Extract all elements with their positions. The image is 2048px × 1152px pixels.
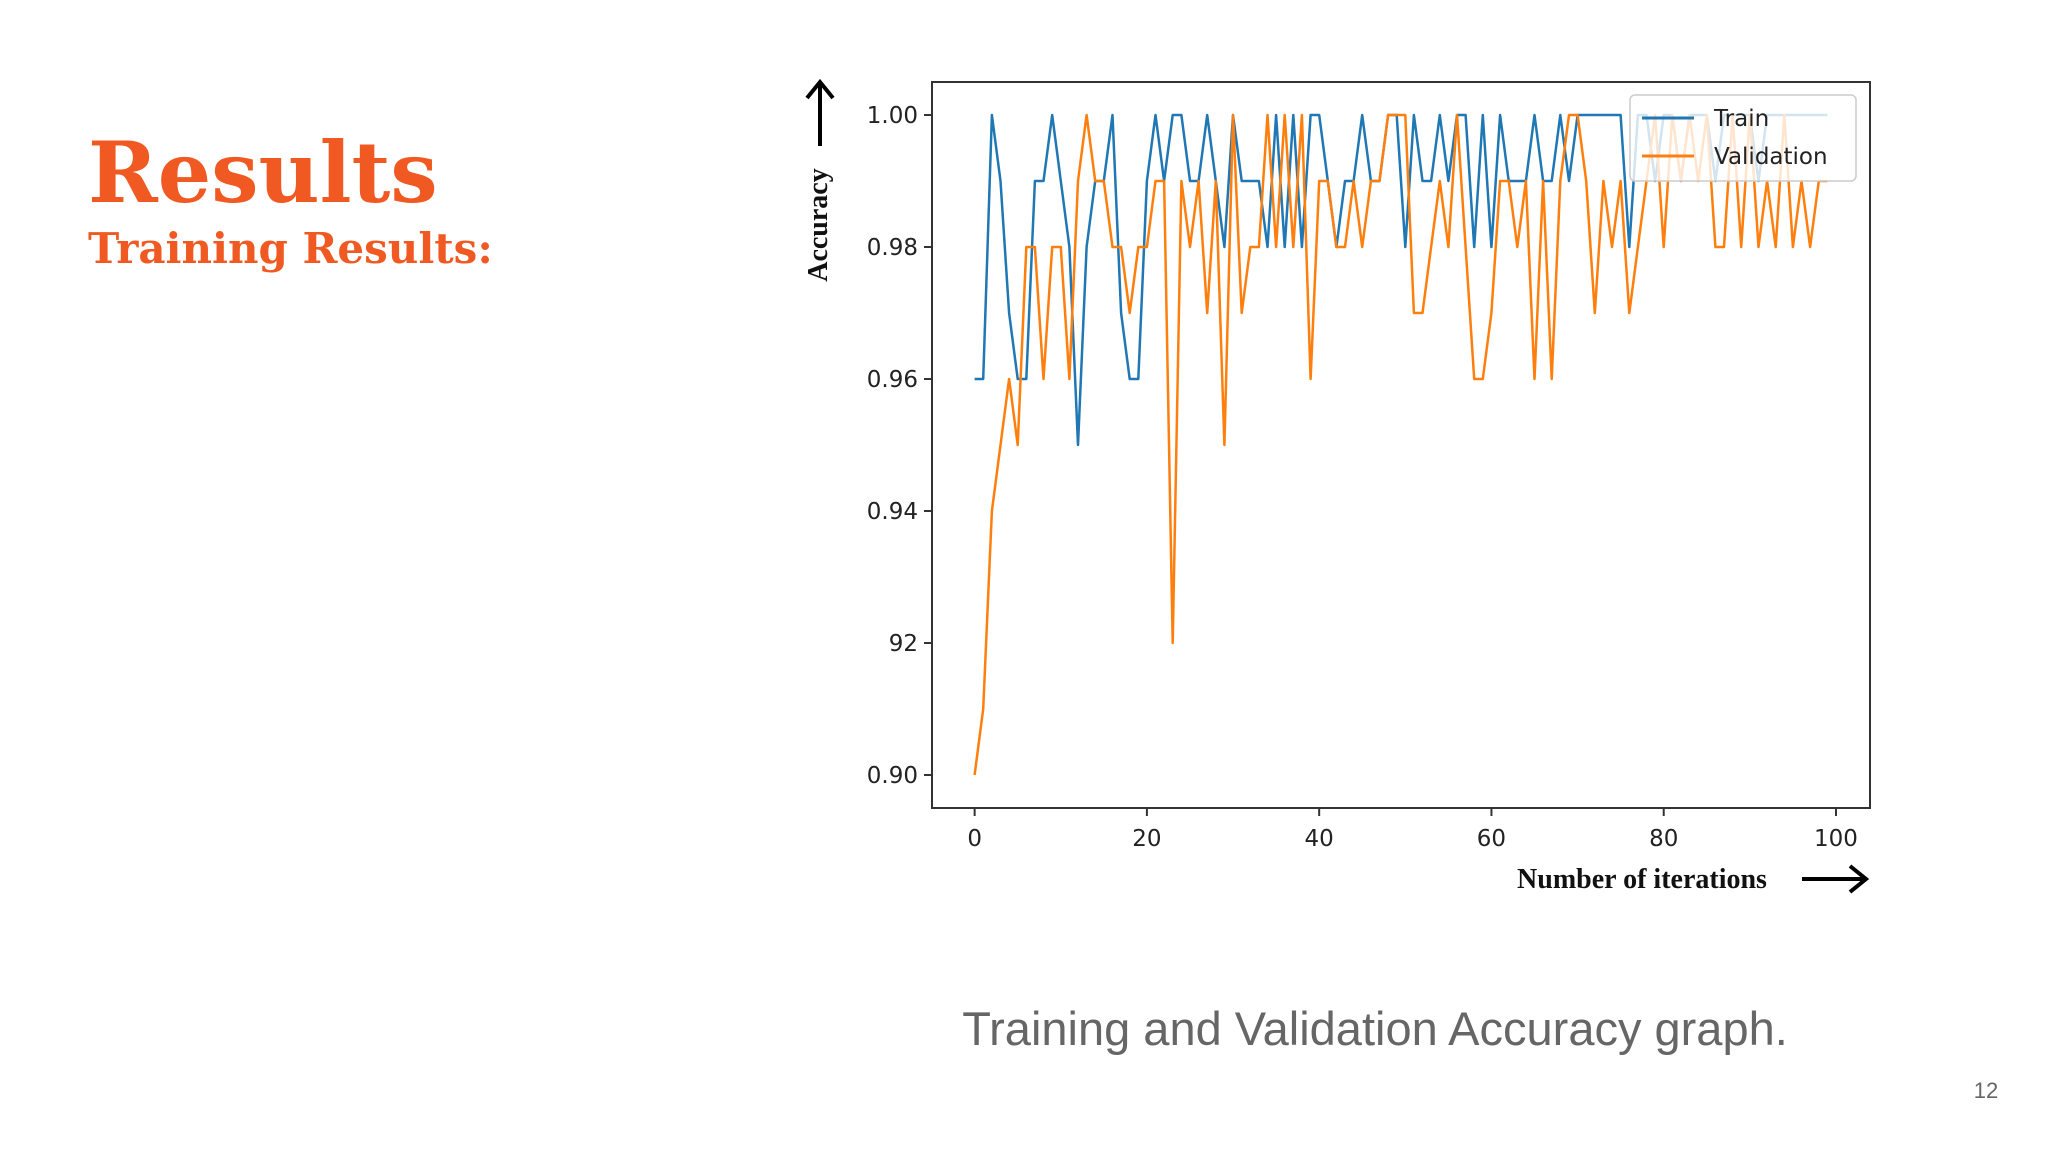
y-tick-label: 0.90 [867, 763, 918, 789]
x-tick-label: 100 [1814, 826, 1858, 852]
x-axis-label: Number of iterations [1517, 864, 1767, 895]
page-number: 12 [1974, 1078, 1998, 1103]
y-tick-label: 1.00 [867, 103, 918, 129]
y-arrow [805, 78, 835, 146]
y-tick-label: 0.98 [867, 235, 918, 261]
slide-subtitle: Training Results: [88, 224, 493, 273]
x-tick-label: 40 [1305, 826, 1334, 852]
y-tick-label: 0.96 [867, 367, 918, 393]
slide-title: Results [88, 123, 438, 222]
y-axis-label: Accuracy [803, 168, 834, 282]
axis-arrows [805, 78, 1870, 894]
x-arrow [1802, 864, 1870, 894]
y-tick-label: 92 [889, 631, 918, 657]
x-tick-label: 80 [1649, 826, 1678, 852]
caption: Training and Validation Accuracy graph. [962, 1002, 1788, 1055]
legend-label: Train [1713, 106, 1769, 132]
x-tick-label: 0 [967, 826, 982, 852]
x-tick-label: 20 [1132, 826, 1161, 852]
x-tick-label: 60 [1477, 826, 1506, 852]
legend-label: Validation [1714, 144, 1828, 170]
y-tick-label: 0.94 [867, 499, 918, 525]
